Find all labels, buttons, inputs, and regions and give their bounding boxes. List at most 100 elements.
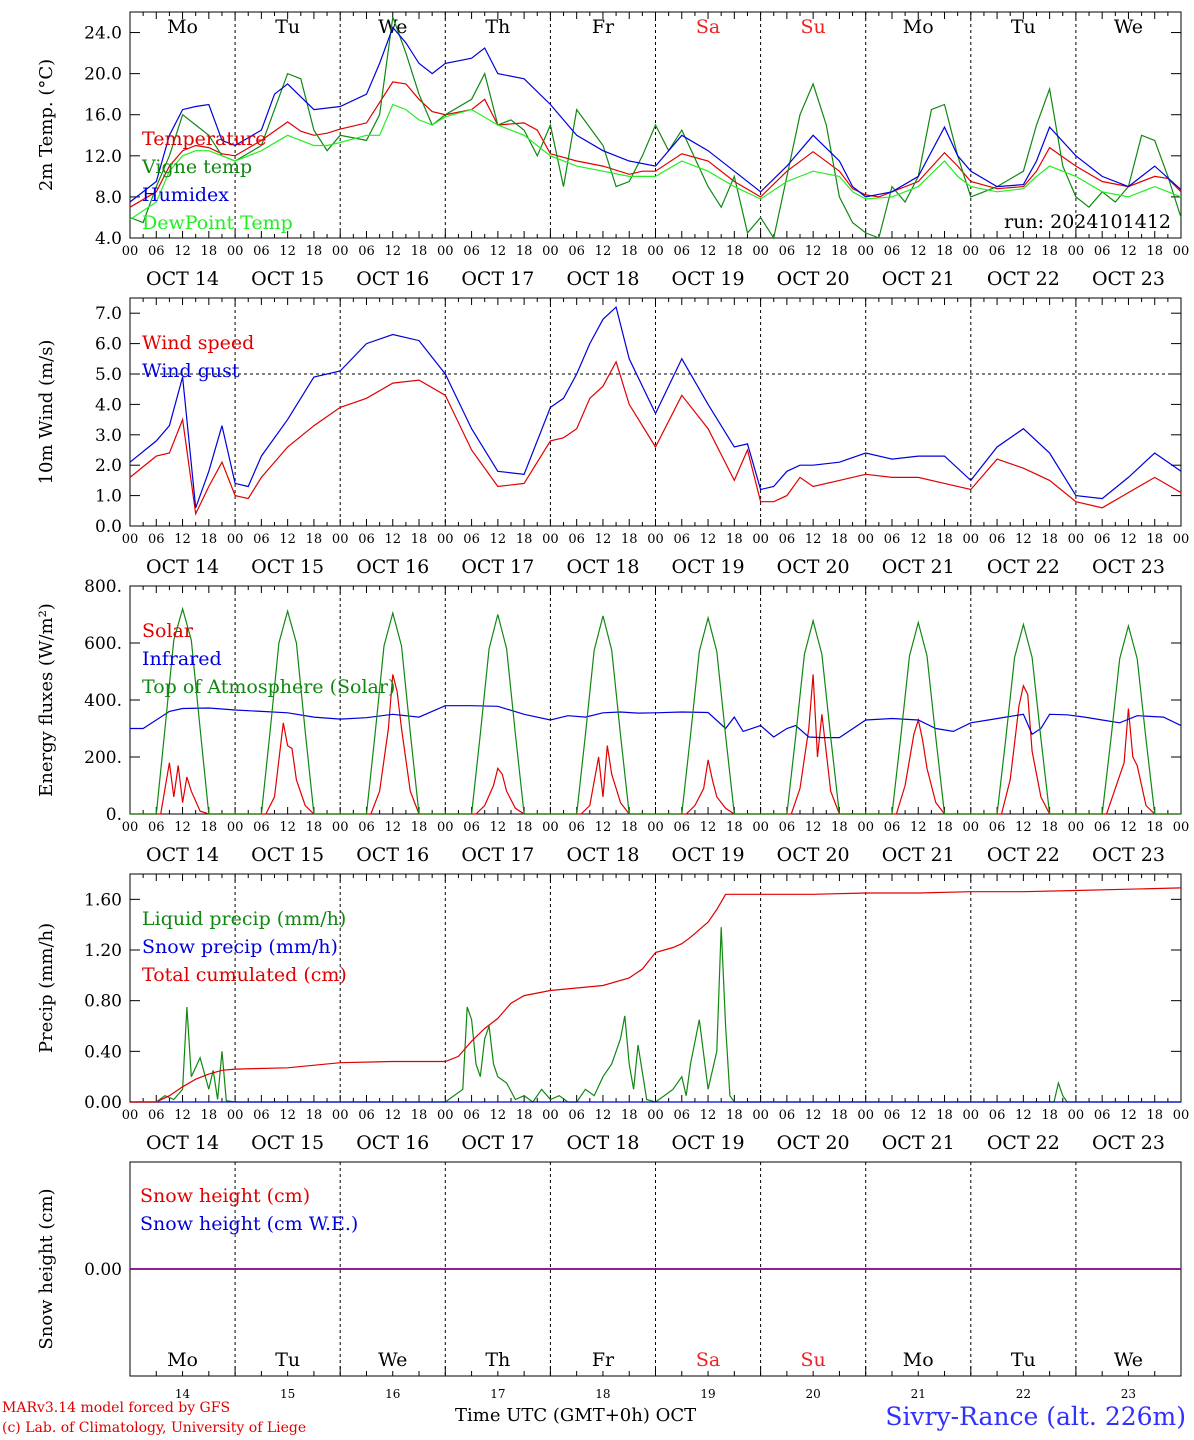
- weekday-label: Tu: [275, 16, 300, 38]
- hour-tick-label: 12: [174, 1108, 191, 1123]
- y-tick-label: 0.00: [84, 1093, 122, 1113]
- y-tick-label: 200.: [84, 748, 122, 768]
- hour-tick-label: 12: [1120, 1108, 1137, 1123]
- hour-tick-label: 06: [148, 1108, 165, 1123]
- hour-tick-label: 18: [831, 244, 848, 259]
- date-label: OCT 17: [461, 268, 534, 290]
- day-number-label: 16: [385, 1387, 400, 1401]
- hour-tick-label: 12: [910, 1108, 927, 1123]
- hour-tick-label: 12: [805, 244, 822, 259]
- hour-tick-label: 06: [253, 1108, 270, 1123]
- hour-tick-label: 06: [253, 532, 270, 547]
- hour-tick-label: 06: [568, 244, 585, 259]
- hour-tick-label: 06: [779, 820, 796, 835]
- hour-tick-label: 00: [647, 244, 664, 259]
- hour-tick-label: 18: [831, 532, 848, 547]
- date-label: OCT 17: [461, 1132, 534, 1154]
- hour-tick-label: 00: [752, 1108, 769, 1123]
- hour-tick-label: 12: [384, 820, 401, 835]
- y-tick-label: 24.0: [84, 24, 122, 44]
- y-tick-label: 8.0: [95, 188, 122, 208]
- hour-tick-label: 18: [516, 820, 533, 835]
- hour-tick-label: 18: [1041, 244, 1058, 259]
- hour-tick-label: 06: [989, 244, 1006, 259]
- hour-tick-label: 12: [700, 244, 717, 259]
- hour-tick-label: 12: [700, 532, 717, 547]
- hour-tick-label: 00: [332, 532, 349, 547]
- hour-tick-label: 00: [332, 244, 349, 259]
- date-label: OCT 15: [251, 268, 324, 290]
- station-name: Sivry-Rance (alt. 226m): [885, 1402, 1186, 1431]
- hour-tick-label: 00: [122, 244, 139, 259]
- series-line-4: [129, 103, 1182, 220]
- hour-tick-label: 12: [174, 532, 191, 547]
- hour-tick-label: 06: [884, 820, 901, 835]
- date-label: OCT 23: [1092, 1132, 1165, 1154]
- legend-entry: Total cumulated (cm): [142, 964, 347, 986]
- weekday-label: Th: [485, 16, 510, 38]
- date-label: OCT 19: [672, 556, 745, 578]
- weekday-label: Su: [801, 16, 826, 38]
- date-label: OCT 15: [251, 1132, 324, 1154]
- day-number-label: 19: [700, 1387, 715, 1401]
- hour-tick-label: 12: [490, 1108, 507, 1123]
- date-label: OCT 21: [882, 268, 955, 290]
- credit-lab: (c) Lab. of Climatology, University of L…: [2, 1420, 307, 1436]
- hour-tick-label: 06: [1094, 820, 1111, 835]
- hour-tick-label: 18: [306, 532, 323, 547]
- hour-tick-label: 12: [279, 1108, 296, 1123]
- weekday-label: Th: [485, 1349, 510, 1371]
- hour-tick-label: 00: [857, 532, 874, 547]
- hour-tick-label: 00: [542, 820, 559, 835]
- hour-tick-label: 12: [700, 820, 717, 835]
- y-tick-label: 6.0: [95, 335, 122, 355]
- hour-tick-label: 06: [674, 532, 691, 547]
- weekday-label: Tu: [1011, 1349, 1036, 1371]
- hour-tick-label: 00: [332, 1108, 349, 1123]
- y-axis-label: 10m Wind (m/s): [36, 340, 57, 485]
- hour-tick-label: 00: [122, 532, 139, 547]
- date-label: OCT 15: [251, 844, 324, 866]
- hour-tick-label: 00: [1173, 1108, 1190, 1123]
- hour-tick-label: 12: [1015, 532, 1032, 547]
- y-tick-label: 800.: [84, 577, 122, 597]
- date-label: OCT 17: [461, 556, 534, 578]
- hour-tick-label: 00: [122, 1108, 139, 1123]
- hour-tick-label: 06: [358, 1108, 375, 1123]
- hour-tick-label: 06: [253, 820, 270, 835]
- hour-tick-label: 00: [1068, 532, 1085, 547]
- hour-tick-label: 06: [779, 532, 796, 547]
- y-tick-label: 1.0: [95, 487, 122, 507]
- hour-tick-label: 00: [647, 532, 664, 547]
- hour-tick-label: 18: [516, 244, 533, 259]
- hour-tick-label: 12: [805, 820, 822, 835]
- weekday-label: Tu: [275, 1349, 300, 1371]
- weekday-label: Tu: [1011, 16, 1036, 38]
- weekday-label: Mo: [167, 16, 198, 38]
- date-label: OCT 22: [987, 844, 1060, 866]
- date-label: OCT 21: [882, 556, 955, 578]
- hour-tick-label: 00: [752, 532, 769, 547]
- hour-tick-label: 06: [989, 820, 1006, 835]
- date-label: OCT 16: [356, 1132, 429, 1154]
- hour-tick-label: 18: [1041, 820, 1058, 835]
- legend-entry: Wind speed: [142, 332, 254, 354]
- date-label: OCT 18: [566, 1132, 639, 1154]
- hour-tick-label: 06: [358, 244, 375, 259]
- date-label: OCT 20: [777, 844, 850, 866]
- hour-tick-label: 18: [1041, 1108, 1058, 1123]
- day-number-label: 15: [280, 1387, 295, 1401]
- hour-tick-label: 12: [1120, 532, 1137, 547]
- legend-entry: Humidex: [142, 184, 229, 206]
- date-label: OCT 15: [251, 556, 324, 578]
- hour-tick-label: 18: [201, 532, 218, 547]
- hour-tick-label: 00: [1173, 820, 1190, 835]
- date-label: OCT 16: [356, 556, 429, 578]
- hour-tick-label: 12: [490, 820, 507, 835]
- weekday-label: Fr: [592, 16, 615, 38]
- date-label: OCT 20: [777, 556, 850, 578]
- date-label: OCT 19: [672, 268, 745, 290]
- hour-tick-label: 18: [411, 244, 428, 259]
- legend-entry: Vigne temp: [141, 156, 252, 178]
- hour-tick-label: 12: [595, 532, 612, 547]
